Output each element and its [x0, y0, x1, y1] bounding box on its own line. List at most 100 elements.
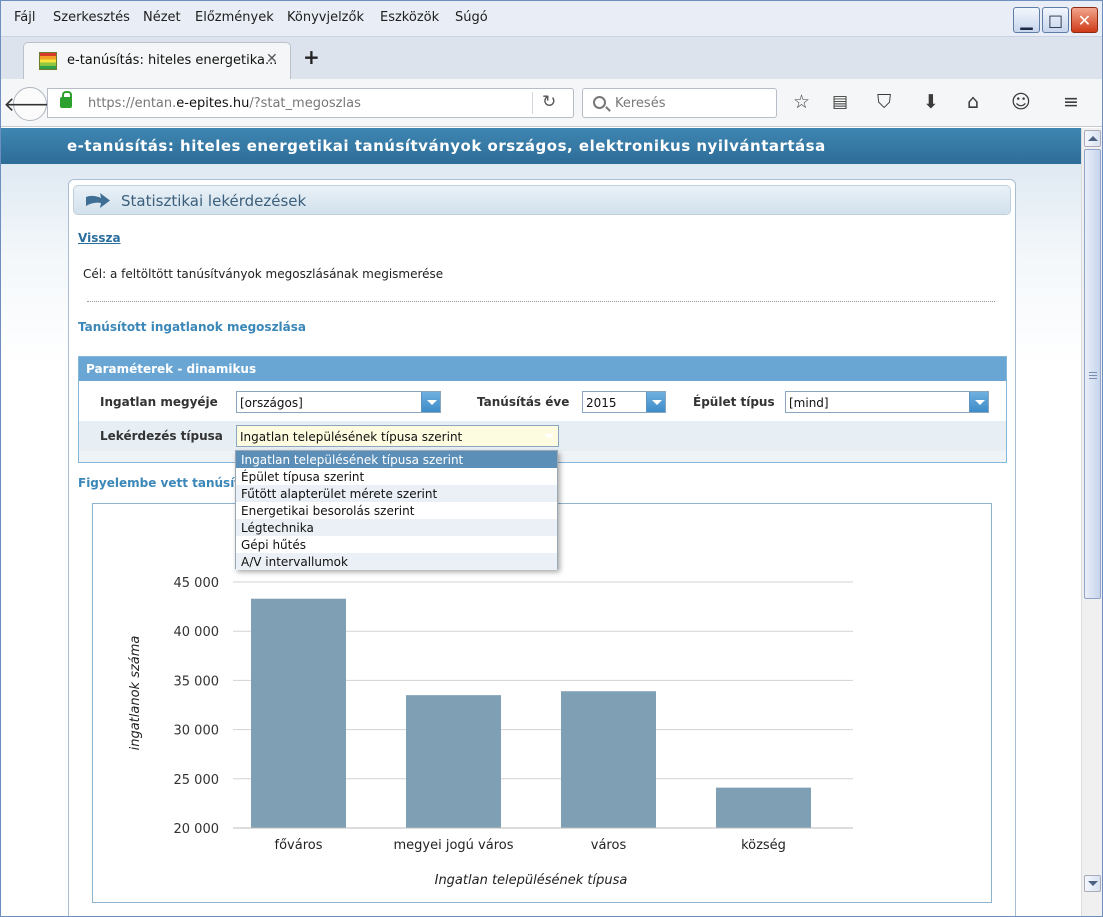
emoji-icon[interactable]: ☺	[1011, 91, 1031, 113]
dropdown-option[interactable]: Fűtött alapterület mérete szerint	[236, 485, 557, 502]
minimize-button[interactable]: ▁	[1013, 7, 1040, 33]
query-type-select[interactable]: Ingatlan településének típusa szerint	[236, 425, 559, 447]
parameters-box: Paraméterek - dinamikus Ingatlan megyéje…	[78, 356, 1007, 463]
site-banner: e-tanúsítás: hiteles energetikai tanúsít…	[1, 128, 1081, 164]
menu-bar: Fájl Szerkesztés Nézet Előzmények Könyvj…	[1, 1, 1102, 37]
search-icon	[593, 96, 606, 109]
y-tick-label: 40 000	[174, 625, 220, 640]
bookmark-star-icon[interactable]: ☆	[793, 91, 811, 113]
tab-title: e-tanúsítás: hiteles energetika...	[67, 53, 278, 68]
search-placeholder: Keresés	[615, 96, 666, 111]
y-tick-label: 45 000	[174, 576, 220, 591]
menu-file[interactable]: Fájl	[14, 10, 36, 25]
y-tick-label: 20 000	[174, 822, 220, 837]
goal-text: Cél: a feltöltött tanúsítványok megoszlá…	[83, 267, 444, 281]
arrow-right-icon	[86, 193, 110, 208]
x-axis-title: Ingatlan településének típusa	[435, 873, 628, 888]
site-title: e-tanúsítás: hiteles energetikai tanúsít…	[67, 137, 826, 155]
search-box[interactable]: Keresés	[582, 88, 777, 118]
bar	[716, 787, 811, 828]
year-value: 2015	[586, 396, 617, 410]
new-tab-button[interactable]: +	[303, 45, 320, 69]
page-viewport: e-tanúsítás: hiteles energetikai tanúsít…	[1, 128, 1081, 916]
parameters-title: Paraméterek - dinamikus	[79, 357, 1006, 381]
pocket-icon[interactable]: ⛉	[877, 91, 892, 113]
scroll-down-button[interactable]	[1084, 875, 1101, 892]
scroll-up-button[interactable]	[1084, 130, 1101, 147]
considered-certificates-label: Figyelembe vett tanúsítv	[78, 476, 248, 490]
chevron-down-icon[interactable]	[421, 392, 440, 412]
vertical-scrollbar[interactable]	[1081, 128, 1102, 916]
chevron-down-icon[interactable]	[969, 392, 988, 412]
bookmarks-list-icon[interactable]: ▤	[832, 92, 849, 112]
x-tick-label: város	[591, 838, 627, 853]
dropdown-option[interactable]: Légtechnika	[236, 519, 557, 536]
menu-tools[interactable]: Eszközök	[380, 10, 440, 25]
dropdown-option[interactable]: Épület típusa szerint	[241, 470, 365, 484]
scroll-thumb[interactable]	[1084, 149, 1101, 599]
menu-help[interactable]: Súgó	[455, 10, 488, 25]
section-title: Tanúsított ingatlanok megoszlása	[78, 320, 306, 334]
maximize-icon: □	[1047, 10, 1064, 30]
menu-history[interactable]: Előzmények	[195, 10, 274, 25]
reload-icon[interactable]: ↻	[542, 92, 557, 112]
hamburger-menu-icon[interactable]: ≡	[1063, 91, 1079, 113]
close-window-button[interactable]: ✕	[1071, 7, 1098, 33]
county-label: Ingatlan megyéje	[100, 395, 218, 409]
menu-view[interactable]: Nézet	[143, 10, 181, 25]
query-type-dropdown-list: Ingatlan településének típusa szerint Ép…	[235, 450, 558, 570]
back-link[interactable]: Vissza	[78, 231, 121, 245]
download-icon[interactable]: ⬇	[923, 91, 939, 113]
panel-title: Statisztikai lekérdezések	[121, 192, 307, 210]
maximize-button[interactable]: □	[1042, 7, 1069, 33]
chevron-down-icon[interactable]	[539, 426, 558, 446]
county-select[interactable]: [országos]	[236, 391, 441, 413]
y-tick-label: 25 000	[174, 773, 220, 788]
year-select[interactable]: 2015	[582, 391, 666, 413]
chevron-down-icon[interactable]	[646, 392, 665, 412]
building-type-value: [mind]	[789, 396, 829, 410]
menu-edit[interactable]: Szerkesztés	[53, 10, 130, 25]
url-text[interactable]: https://entan.e-epites.hu/?stat_megoszla…	[88, 96, 361, 111]
query-type-label: Lekérdezés típusa	[100, 429, 223, 443]
back-button[interactable]: 🡐	[3, 87, 57, 121]
parameters-row-2: Lekérdezés típusa Ingatlan településének…	[79, 421, 1006, 451]
bar	[561, 691, 656, 828]
county-value: [országos]	[240, 396, 303, 410]
bar	[251, 598, 346, 828]
bar-chart: 20 000 25 000 30 000 35 000 40 000 45 000 fővá…	[128, 576, 853, 888]
menu-bookmarks[interactable]: Könyvjelzők	[287, 10, 364, 25]
url-path: /?stat_megoszlas	[249, 96, 361, 111]
panel-header: Statisztikai lekérdezések	[73, 185, 1011, 215]
x-tick-label: megyei jogú város	[394, 838, 514, 853]
favicon-icon	[39, 52, 57, 70]
y-axis-title: ingatlanok száma	[128, 636, 143, 751]
close-icon: ✕	[1077, 10, 1092, 30]
lock-icon	[60, 91, 72, 108]
url-domain: e-epites.hu	[176, 96, 250, 111]
y-tick-label: 35 000	[174, 674, 220, 689]
dropdown-option[interactable]: A/V intervallumok	[236, 553, 557, 570]
x-tick-label: község	[741, 838, 786, 853]
tab-active[interactable]: e-tanúsítás: hiteles energetika... ✕	[23, 42, 291, 79]
x-tick-label: főváros	[275, 838, 323, 853]
url-prefix: https://entan.	[88, 96, 177, 111]
parameters-row-1: Ingatlan megyéje [országos] Tanúsítás év…	[79, 381, 1006, 421]
building-type-label: Épület típus	[693, 395, 775, 409]
tab-close-icon[interactable]: ✕	[266, 51, 278, 67]
dropdown-option[interactable]: Energetikai besorolás szerint	[241, 504, 415, 518]
building-type-select[interactable]: [mind]	[785, 391, 989, 413]
divider	[87, 301, 995, 302]
bar	[406, 695, 501, 828]
dropdown-option[interactable]: Gépi hűtés	[241, 538, 306, 552]
url-bar[interactable]: https://entan.e-epites.hu/?stat_megoszla…	[47, 88, 574, 118]
url-separator	[532, 92, 533, 114]
year-label: Tanúsítás éve	[477, 395, 570, 409]
scroll-grip-icon	[1089, 372, 1097, 379]
dropdown-option[interactable]: Ingatlan településének típusa szerint	[236, 451, 557, 468]
query-type-value: Ingatlan településének típusa szerint	[240, 430, 463, 444]
y-tick-label: 30 000	[174, 724, 220, 739]
home-icon[interactable]: ⌂	[967, 91, 980, 113]
minimize-icon: ▁	[1020, 10, 1033, 30]
